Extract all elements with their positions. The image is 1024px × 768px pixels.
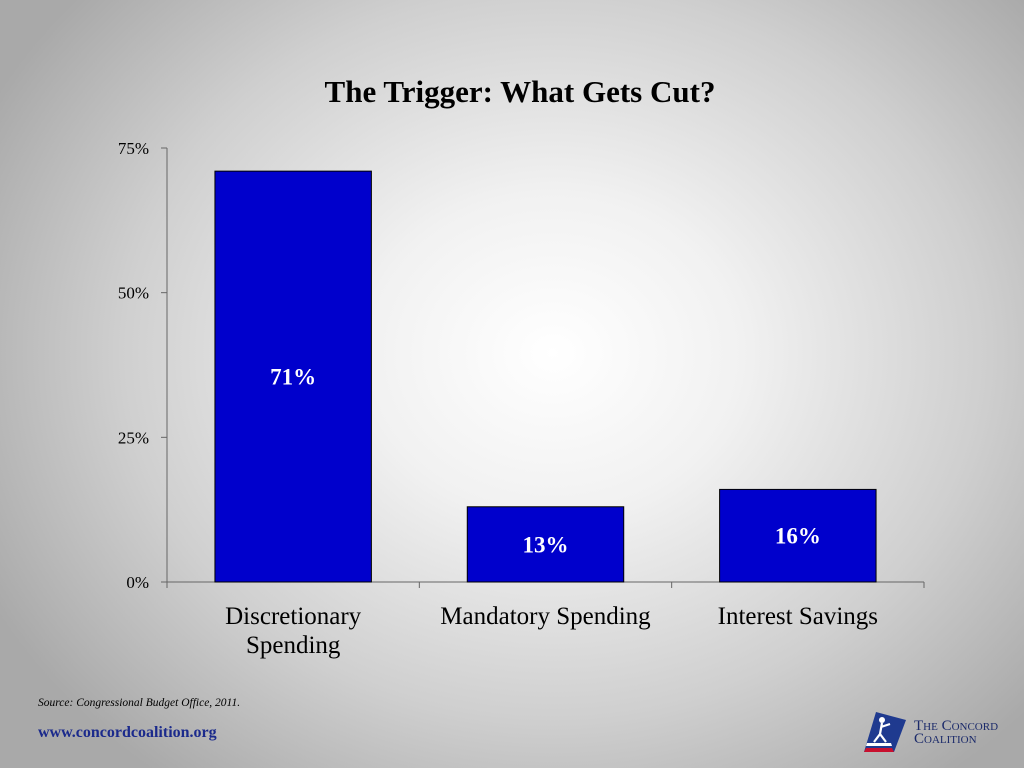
y-tick-label: 50% xyxy=(118,284,149,303)
plot-area: 0% 25% 50% 75% 71% Discretionary Spending 13% Ma… xyxy=(118,139,925,659)
data-label: 71% xyxy=(270,365,316,390)
logo-text: The Concord Coalition xyxy=(914,718,999,747)
chart-title: The Trigger: What Gets Cut? xyxy=(325,74,716,109)
y-tick-label: 75% xyxy=(118,139,149,158)
bar xyxy=(214,170,372,583)
category-label: Mandatory Spending xyxy=(440,603,651,630)
minuteman-flag-icon xyxy=(864,712,906,752)
category-label: Interest Savings xyxy=(718,603,878,630)
bar-chart: The Trigger: What Gets Cut? 0% 25% 50% 75% 7… xyxy=(118,74,925,659)
data-label: 16% xyxy=(775,524,821,549)
y-tick-label: 25% xyxy=(118,428,149,447)
bar xyxy=(719,488,877,583)
category-label: Discretionary Spending xyxy=(225,603,362,659)
data-label: 13% xyxy=(523,532,569,557)
source-note: Source: Congressional Budget Office, 201… xyxy=(38,697,241,709)
website-url: www.concordcoalition.org xyxy=(38,724,217,741)
concord-coalition-logo: The Concord Coalition xyxy=(860,708,1020,758)
y-tick-label: 0% xyxy=(126,573,149,592)
bar xyxy=(466,506,625,583)
